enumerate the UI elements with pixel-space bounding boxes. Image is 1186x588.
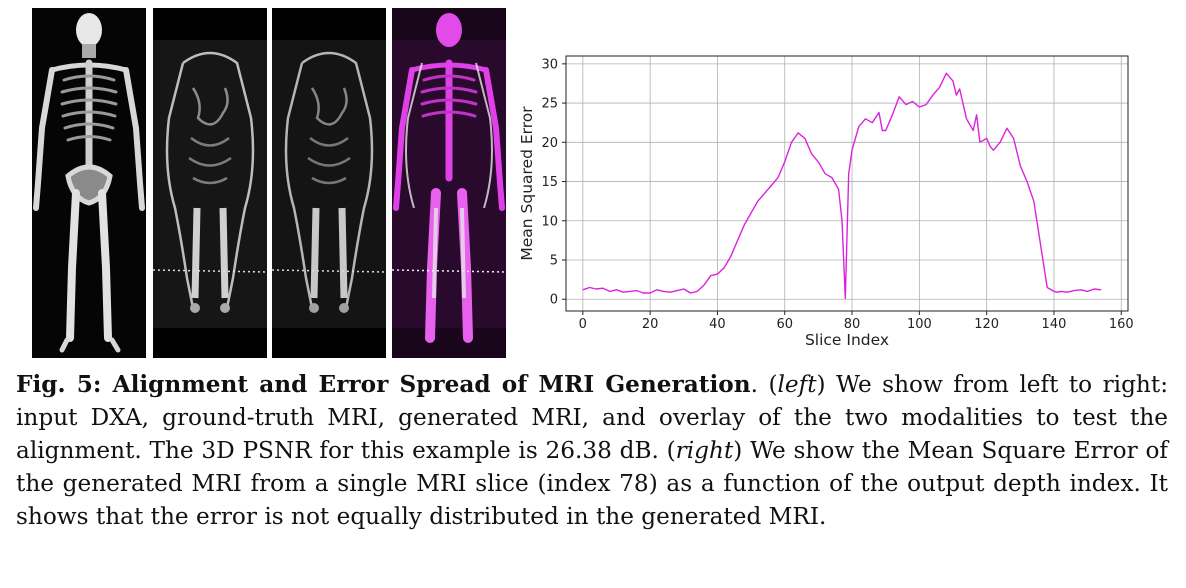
x-tick-label: 100 <box>907 317 932 332</box>
y-tick-label: 10 <box>541 214 558 229</box>
generated-mri-panel <box>272 8 386 358</box>
y-tick-label: 5 <box>550 254 558 269</box>
y-tick-label: 25 <box>541 97 558 112</box>
y-tick-label: 30 <box>541 57 558 72</box>
x-tick-label: 40 <box>709 317 726 332</box>
caption-right-tag: right <box>675 437 734 464</box>
y-tick-label: 15 <box>541 175 558 190</box>
ground-truth-mri-panel <box>153 8 267 358</box>
y-axis-label: Mean Squared Error <box>518 106 536 261</box>
x-tick-label: 0 <box>579 317 587 332</box>
figure-caption: Fig. 5: Alignment and Error Spread of MR… <box>16 371 1169 530</box>
overlay-panel <box>392 8 506 358</box>
x-tick-label: 160 <box>1109 317 1134 332</box>
caption-label: Fig. 5: Alignment and Error Spread of MR… <box>16 371 751 398</box>
caption-text-right: We show the Mean Square Error of the gen… <box>16 437 1168 530</box>
x-tick-label: 80 <box>844 317 861 332</box>
dxa-skeleton-image <box>32 8 146 358</box>
dxa-panel <box>32 8 146 358</box>
caption-left-tag: left <box>777 371 817 398</box>
overlay-image <box>392 8 506 358</box>
caption-text-left: We show from left to right: input DXA, g… <box>16 371 1169 464</box>
x-tick-label: 120 <box>974 317 999 332</box>
mse-line-chart: 0 20 40 60 80 100 120 140 160 0 5 10 15 20 25 30 Slice I… <box>518 55 1134 349</box>
y-tick-label: 20 <box>541 136 558 151</box>
mse-series-line <box>582 72 1102 300</box>
ground-truth-mri-image <box>153 8 267 358</box>
x-tick-label: 140 <box>1042 317 1067 332</box>
x-tick-label: 20 <box>642 317 659 332</box>
x-tick-label: 60 <box>776 317 793 332</box>
generated-mri-image <box>272 8 386 358</box>
x-axis-label: Slice Index <box>805 331 889 349</box>
plot-frame <box>565 55 1129 312</box>
y-tick-label: 0 <box>550 293 558 308</box>
caption-label-period: . <box>750 371 758 398</box>
